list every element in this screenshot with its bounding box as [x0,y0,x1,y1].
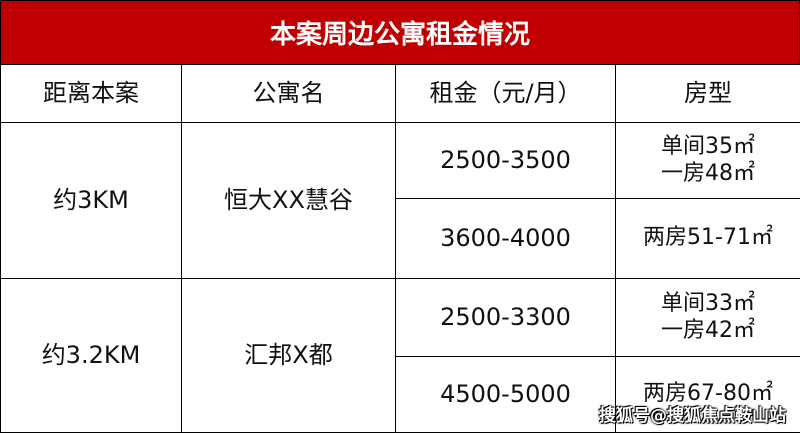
type-line: 单间33㎡ [616,291,800,317]
apartment-name-cell: 汇邦X都 [182,279,396,433]
table-title: 本案周边公寓租金情况 [0,0,800,64]
type-cell: 两房51-71㎡ [616,199,800,279]
rent-cell: 4500-5000 [396,357,616,433]
header-row: 距离本案 公寓名 租金（元/月） 房型 [1,65,800,123]
header-type: 房型 [616,65,800,123]
type-line: 一房42㎡ [616,318,800,344]
watermark: 搜狐号@搜狐焦点鞍山站 [599,401,786,426]
apartment-name-cell: 恒大XX慧谷 [182,123,396,279]
type-line: 两房51-71㎡ [616,225,800,251]
rent-table: 距离本案 公寓名 租金（元/月） 房型 约3KM 恒大XX慧谷 2500-350… [0,64,800,433]
type-line: 单间35㎡ [616,134,800,160]
header-rent: 租金（元/月） [396,65,616,123]
header-name: 公寓名 [182,65,396,123]
header-distance: 距离本案 [1,65,182,123]
type-line: 一房48㎡ [616,161,800,187]
distance-cell: 约3.2KM [1,279,182,433]
rent-cell: 2500-3500 [396,123,616,199]
distance-cell: 约3KM [1,123,182,279]
rent-cell: 3600-4000 [396,199,616,279]
rent-cell: 2500-3300 [396,279,616,357]
